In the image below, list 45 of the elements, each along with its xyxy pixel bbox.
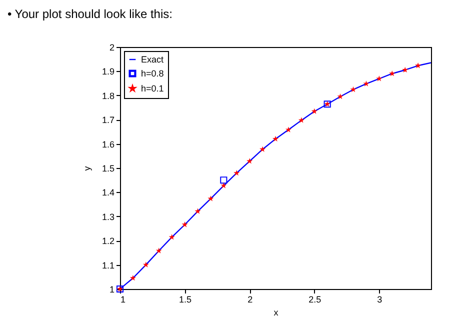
point bbox=[376, 76, 382, 82]
point bbox=[130, 274, 136, 281]
point bbox=[337, 93, 344, 100]
point bbox=[285, 126, 292, 132]
y-tick-label: 1.2 bbox=[102, 236, 114, 246]
point bbox=[168, 234, 175, 240]
point bbox=[234, 170, 240, 176]
x-tick-label: 1.5 bbox=[179, 294, 192, 304]
y-axis-title: y bbox=[82, 166, 92, 171]
legend-label: Exact bbox=[141, 54, 164, 64]
point bbox=[220, 182, 227, 188]
point bbox=[260, 146, 266, 152]
y-tick-label: 1.3 bbox=[102, 212, 114, 222]
point bbox=[298, 117, 304, 123]
x-tick-label: 3 bbox=[377, 294, 382, 304]
y-tick-label: 1.5 bbox=[102, 164, 114, 174]
point bbox=[220, 176, 228, 184]
point bbox=[363, 80, 370, 86]
x-tick-label: 1 bbox=[120, 294, 126, 304]
point bbox=[246, 158, 253, 164]
point bbox=[272, 136, 279, 142]
x-axis-title: x bbox=[274, 308, 279, 318]
point bbox=[350, 86, 356, 92]
y-tick-label: 1.4 bbox=[102, 188, 114, 198]
point bbox=[194, 208, 201, 214]
point bbox=[182, 221, 188, 228]
point bbox=[142, 262, 149, 268]
x-tick-label: 2.5 bbox=[308, 294, 322, 304]
point bbox=[311, 108, 318, 114]
y-tick-label: 1.1 bbox=[102, 260, 114, 270]
y-tick-label: 2 bbox=[109, 42, 114, 52]
y-tick-label: 1.9 bbox=[102, 66, 114, 77]
point bbox=[415, 62, 422, 68]
point bbox=[402, 66, 408, 73]
legend-label: h=0.1 bbox=[141, 84, 164, 94]
x-tick-label: 2 bbox=[248, 294, 253, 304]
point bbox=[208, 196, 214, 202]
y-tick-label: 1.6 bbox=[102, 139, 114, 150]
legend-label: h=0.8 bbox=[141, 68, 164, 78]
y-tick-label: 1 bbox=[109, 284, 114, 294]
chart-title: • Your plot should look like this: bbox=[7, 7, 172, 21]
point bbox=[389, 70, 396, 76]
y-tick-label: 1.8 bbox=[102, 90, 114, 101]
y-tick-label: 1.7 bbox=[102, 115, 114, 126]
point bbox=[156, 248, 162, 254]
